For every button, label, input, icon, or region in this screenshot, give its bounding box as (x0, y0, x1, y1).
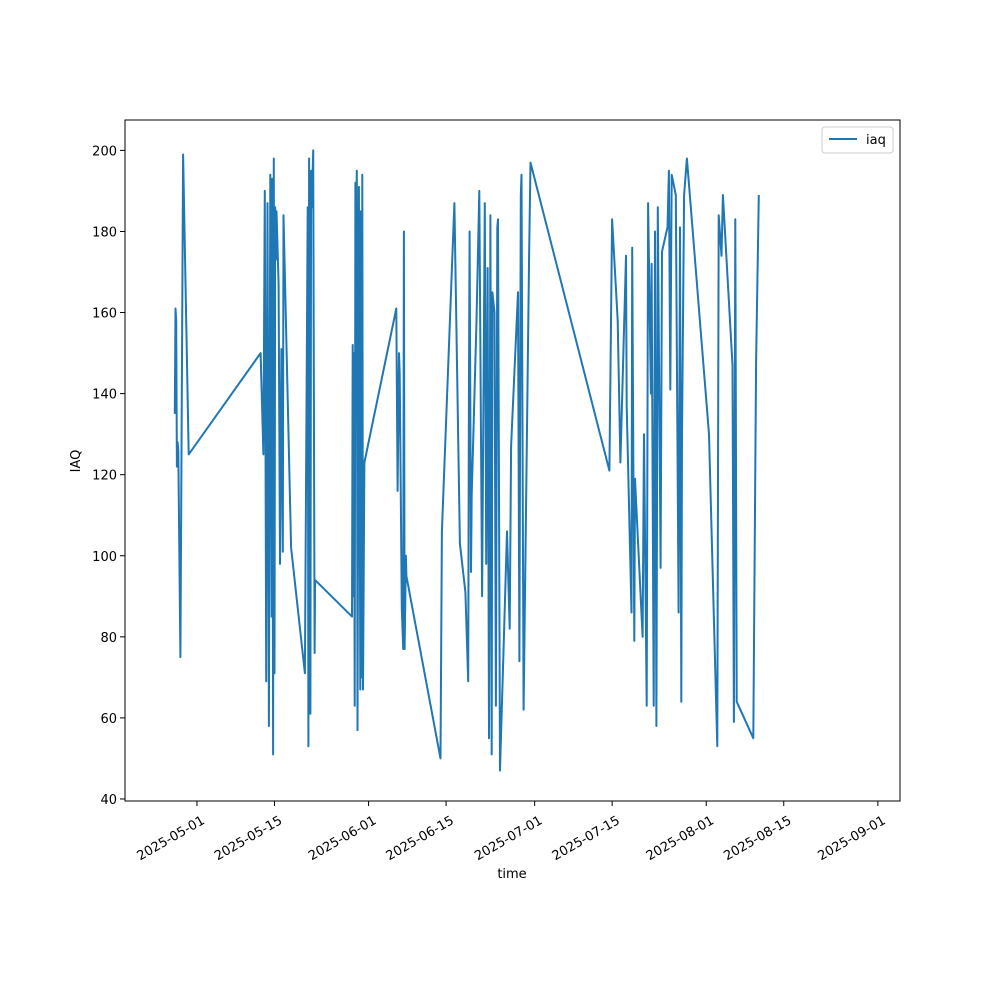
plot-area (124, 119, 901, 802)
legend-label-iaq: iaq (866, 133, 886, 148)
axes-background (125, 120, 900, 801)
y-tick-label: 160 (92, 307, 117, 322)
y-tick-label: 100 (92, 550, 117, 565)
legend-box (821, 126, 894, 154)
y-tick-label: 60 (100, 712, 117, 727)
y-tick-label: 200 (92, 144, 117, 159)
y-tick-label: 120 (92, 469, 117, 484)
legend: iaq (821, 126, 894, 154)
y-axis: 40 60 80 100 120 140 160 180 200 (92, 144, 125, 808)
y-axis-label: IAQ (69, 450, 84, 473)
y-tick-label: 140 (92, 388, 117, 403)
y-tick-label: 40 (100, 793, 117, 808)
axes-frame (124, 119, 901, 802)
y-tick-label: 180 (92, 225, 117, 240)
x-axis-label: time (497, 867, 526, 882)
y-tick-label: 80 (100, 631, 117, 646)
series-line-iaq (173, 149, 760, 772)
